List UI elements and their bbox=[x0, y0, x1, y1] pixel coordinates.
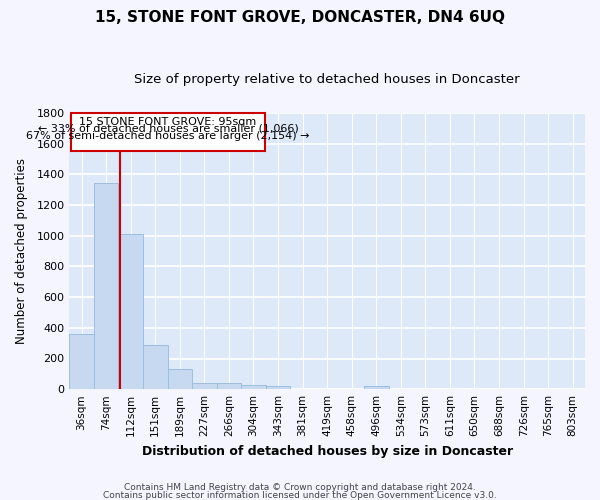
Y-axis label: Number of detached properties: Number of detached properties bbox=[15, 158, 28, 344]
Text: Contains public sector information licensed under the Open Government Licence v3: Contains public sector information licen… bbox=[103, 491, 497, 500]
Bar bbox=[217, 384, 241, 389]
Text: ← 33% of detached houses are smaller (1,066): ← 33% of detached houses are smaller (1,… bbox=[38, 124, 298, 134]
Bar bbox=[241, 385, 266, 389]
Bar bbox=[266, 386, 290, 389]
Bar bbox=[364, 386, 389, 389]
Bar bbox=[143, 344, 167, 389]
FancyBboxPatch shape bbox=[71, 113, 265, 150]
Bar bbox=[94, 183, 118, 389]
Text: 15, STONE FONT GROVE, DONCASTER, DN4 6UQ: 15, STONE FONT GROVE, DONCASTER, DN4 6UQ bbox=[95, 10, 505, 25]
Bar bbox=[118, 234, 143, 389]
Bar bbox=[70, 334, 94, 389]
X-axis label: Distribution of detached houses by size in Doncaster: Distribution of detached houses by size … bbox=[142, 444, 513, 458]
Bar bbox=[192, 382, 217, 389]
Text: Contains HM Land Registry data © Crown copyright and database right 2024.: Contains HM Land Registry data © Crown c… bbox=[124, 484, 476, 492]
Text: 67% of semi-detached houses are larger (2,154) →: 67% of semi-detached houses are larger (… bbox=[26, 130, 310, 140]
Bar bbox=[167, 369, 192, 389]
Text: 15 STONE FONT GROVE: 95sqm: 15 STONE FONT GROVE: 95sqm bbox=[79, 117, 257, 127]
Title: Size of property relative to detached houses in Doncaster: Size of property relative to detached ho… bbox=[134, 72, 520, 86]
